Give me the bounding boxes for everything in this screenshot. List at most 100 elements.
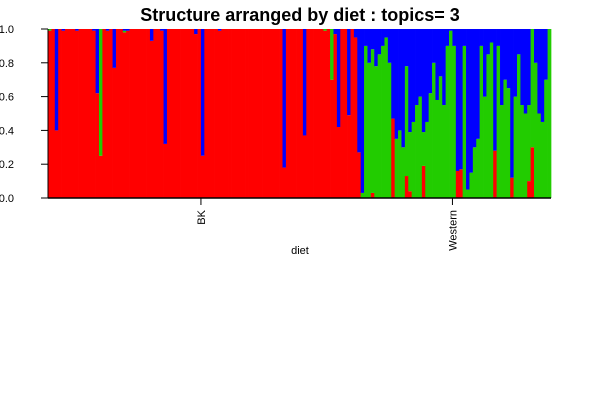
bar-segment [404, 66, 409, 177]
bar-segment [292, 29, 297, 198]
bar-segment [251, 29, 256, 198]
bar-segment [340, 29, 345, 198]
bar-segment [180, 29, 185, 198]
bar-segment [523, 113, 528, 198]
bar-segment [105, 29, 110, 31]
bar-segment [438, 76, 443, 198]
bar-segment [238, 29, 243, 198]
bar-segment [160, 29, 164, 31]
bar-segment [149, 40, 154, 198]
bar-segment [129, 29, 134, 198]
bar-segment [452, 29, 457, 46]
bar-segment [204, 29, 209, 198]
bar-segment [469, 172, 474, 198]
bar-segment [527, 105, 531, 182]
bar-segment [540, 29, 545, 122]
bar-segment [421, 165, 426, 198]
bar-segment [115, 29, 120, 198]
bar-segment [245, 29, 249, 198]
bar-segment [190, 29, 195, 198]
bar-segment [428, 29, 433, 94]
bar-segment [367, 62, 372, 198]
bar-segment [81, 29, 86, 198]
bar-segment [408, 29, 413, 133]
bar-segment [387, 29, 392, 63]
bar-segment [530, 29, 535, 148]
bar-segment [163, 143, 168, 198]
bar-segment [126, 30, 130, 198]
bar-segment [58, 29, 62, 198]
bar-segment [48, 29, 52, 31]
bar-segment [248, 29, 253, 198]
bar-segment [61, 29, 66, 31]
bar-segment [411, 29, 416, 122]
bar-segment [200, 29, 205, 156]
bar-segment [432, 62, 436, 198]
bar-segment [333, 34, 338, 198]
bar-segment [112, 29, 117, 68]
y-tick-label: 0.8 [0, 58, 14, 70]
bar-segment [126, 29, 130, 31]
bar-segment [510, 177, 514, 198]
y-axis: 0.0 0.2 0.4 0.6 0.8 1.0 [0, 24, 49, 205]
bar-segment [309, 29, 314, 198]
bar-segment [469, 29, 474, 173]
bar-segment [391, 118, 396, 198]
bar-segment [381, 29, 385, 46]
bar-segment [428, 93, 433, 198]
bar-segment [194, 34, 198, 198]
bar-segment [85, 29, 90, 198]
bar-segment [503, 29, 508, 80]
bar-segment [146, 29, 151, 198]
bar-segment [360, 192, 365, 198]
bar-segment [381, 45, 385, 199]
bar-segment [517, 29, 521, 55]
bar-segment [289, 29, 294, 198]
bar-segment [122, 30, 127, 33]
bar-segment [316, 29, 321, 198]
bar-segment [353, 37, 358, 199]
bar-segment [435, 99, 440, 198]
bar-segment [68, 29, 73, 198]
bar-segment [333, 29, 338, 35]
bar-segment [398, 130, 402, 198]
bar-segment [364, 45, 368, 199]
bar-segment [510, 29, 514, 178]
bar-segment [272, 29, 277, 198]
bar-segment [357, 152, 362, 198]
bar-segment [384, 37, 389, 199]
bar-segment [319, 29, 324, 198]
bar-segment [364, 29, 368, 46]
bar-segment [98, 29, 103, 156]
bar-segment [98, 155, 103, 198]
bar-segment [445, 45, 450, 199]
x-axis-label: diet [291, 245, 309, 257]
y-tick-label: 0.2 [0, 159, 14, 171]
bar-segment [472, 29, 477, 148]
bar-segment [367, 29, 372, 63]
bar-segment [102, 29, 107, 198]
bar-segment [48, 30, 52, 198]
bar-segment [187, 29, 192, 198]
bar-segment [262, 29, 266, 198]
bar-segment [479, 45, 484, 199]
bar-segment [200, 155, 205, 198]
bar-segment [139, 29, 144, 198]
bar-segment [445, 29, 450, 46]
bar-segment [537, 29, 542, 114]
bar-segment [459, 29, 463, 170]
bar-segment [483, 29, 487, 97]
bar-segment [442, 29, 446, 106]
x-axis: BK Western [48, 197, 551, 251]
bar-segment [282, 167, 287, 198]
bar-segment [527, 181, 531, 198]
bar-segment [51, 29, 56, 198]
bar-segment [435, 29, 440, 100]
bar-segment [183, 29, 188, 198]
bar-segment [326, 29, 331, 198]
bar-segment [197, 29, 202, 198]
bar-segment [170, 29, 175, 198]
bar-segment [231, 29, 236, 198]
bar-segment [258, 29, 263, 198]
